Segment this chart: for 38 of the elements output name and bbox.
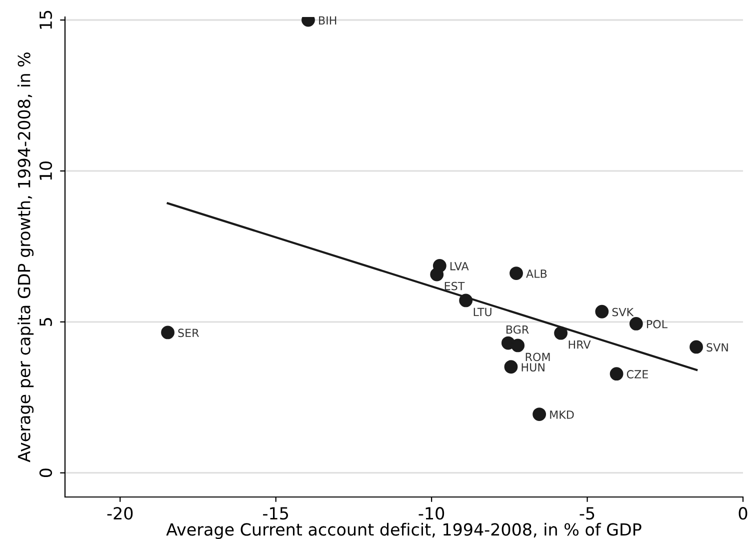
y-tick-label: 5 <box>40 318 52 326</box>
point <box>532 408 546 421</box>
annotation: SER <box>178 328 199 338</box>
point <box>595 304 609 318</box>
annotation: EST <box>444 282 465 290</box>
annotation: SVK <box>612 308 634 316</box>
x-tick-label: -5 <box>580 507 594 520</box>
point <box>430 268 444 282</box>
y-tick-label: 0 <box>39 468 52 478</box>
point <box>690 340 703 354</box>
annotation: LVA <box>450 262 469 270</box>
annotation: ALB <box>526 270 547 278</box>
annotation: BGR <box>506 325 529 334</box>
annotation: HUN <box>522 363 544 372</box>
annotation: MKD <box>550 410 574 419</box>
y-axis-title: Average per capita GDP growth, 1994-2008, in % <box>17 52 34 462</box>
point <box>610 367 624 381</box>
point <box>510 266 523 280</box>
point <box>554 326 568 340</box>
x-tick-label: 0 <box>738 507 748 520</box>
y-tick-label: 15 <box>40 10 52 29</box>
annotation: LTU <box>474 308 492 316</box>
annotation: SVN <box>706 343 728 352</box>
point <box>459 294 473 308</box>
x-tick-label: -10 <box>418 507 444 520</box>
annotation: ROM <box>526 352 550 362</box>
annotation: BIH <box>319 16 336 24</box>
point <box>629 317 643 330</box>
annotation: CZE <box>626 370 648 378</box>
annotation: HRV <box>568 340 591 349</box>
point <box>504 360 518 374</box>
y-tick-label: 10 <box>39 161 52 180</box>
x-tick-label: -15 <box>263 507 288 520</box>
x-tick-label: -20 <box>107 507 133 520</box>
annotation: POL <box>646 320 668 328</box>
x-axis-title: Average Current account deficit, 1994-2008, in % of GDP <box>166 522 642 539</box>
point <box>511 338 525 352</box>
point <box>161 326 174 340</box>
